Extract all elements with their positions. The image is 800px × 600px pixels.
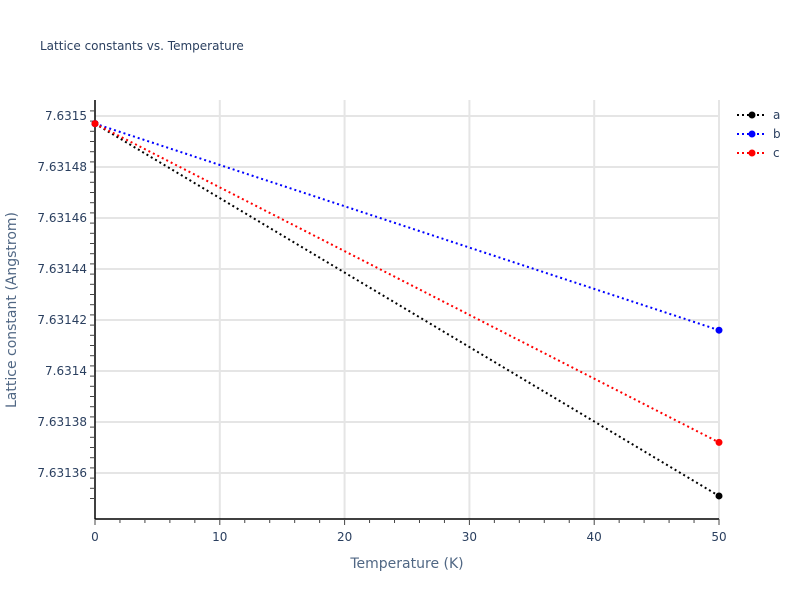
series-line-a: [94, 122, 720, 497]
y-tick-label: 7.63138: [37, 415, 87, 429]
gridlines: [95, 100, 720, 519]
legend-marker-icon: [748, 111, 756, 119]
x-tick-label: 10: [212, 530, 227, 544]
y-axis-label: Lattice constant (Angstrom): [4, 212, 20, 408]
x-tick-label: 40: [587, 530, 602, 544]
legend: abc: [737, 108, 781, 160]
y-tick-label: 7.6314: [45, 364, 87, 378]
legend-label: a: [773, 108, 780, 122]
x-axis-ticks: 0 10 20 30 40 50: [91, 519, 727, 544]
legend-marker-icon: [748, 149, 756, 157]
legend-item-b[interactable]: b: [737, 127, 781, 141]
x-tick-label: 20: [337, 530, 352, 544]
legend-item-a[interactable]: a: [737, 108, 780, 122]
legend-label: c: [773, 146, 780, 160]
x-axis-label: Temperature (K): [349, 556, 463, 572]
y-tick-label: 7.6315: [45, 109, 87, 123]
legend-marker-icon: [748, 130, 756, 138]
plot-series: [91, 120, 723, 500]
data-point-b: [715, 326, 723, 334]
y-tick-label: 7.63136: [37, 466, 87, 480]
y-tick-label: 7.63142: [37, 313, 87, 327]
legend-label: b: [773, 127, 781, 141]
data-point-c: [715, 438, 723, 446]
y-tick-label: 7.63148: [37, 160, 87, 174]
legend-item-c[interactable]: c: [737, 146, 780, 160]
axes: [94, 100, 719, 520]
y-tick-label: 7.63146: [37, 211, 87, 225]
data-point-c: [91, 120, 99, 128]
x-tick-label: 50: [711, 530, 726, 544]
chart-title: Lattice constants vs. Temperature: [40, 39, 244, 53]
y-axis-ticks: 7.63136 7.63138 7.6314 7.63142 7.63144 7.6314…: [37, 109, 95, 499]
series-line-b: [94, 122, 720, 332]
x-tick-label: 30: [462, 530, 477, 544]
data-point-a: [715, 492, 723, 500]
x-tick-label: 0: [91, 530, 99, 544]
series-line-c: [94, 122, 720, 444]
y-tick-label: 7.63144: [37, 262, 87, 276]
